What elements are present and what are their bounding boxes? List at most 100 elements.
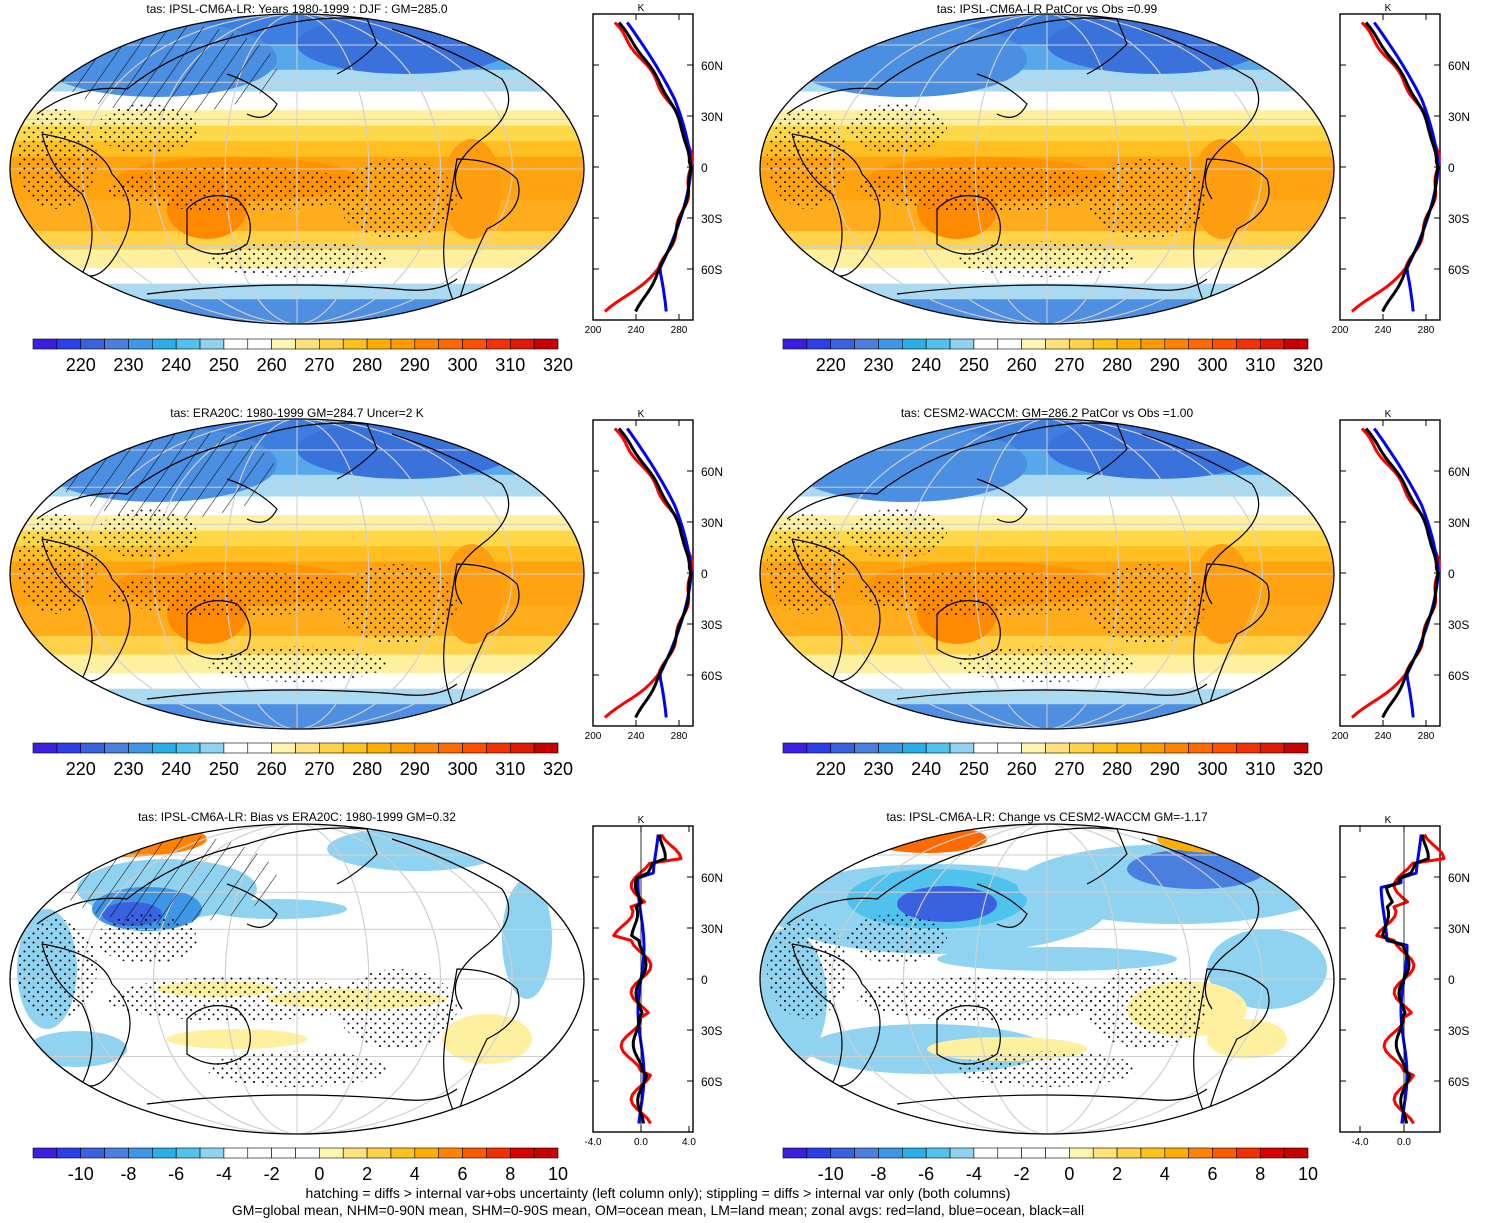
colorbar-swatch (224, 1148, 248, 1158)
colorbar-label: 310 (495, 355, 525, 375)
colorbar-swatch (296, 743, 320, 753)
latitude-label: 30S (701, 618, 722, 632)
latitude-label: 30N (701, 516, 723, 530)
colorbar-swatch (1165, 743, 1189, 753)
colorbar-swatch (926, 339, 950, 349)
colorbar-swatch (1117, 339, 1141, 349)
colorbar-label: 220 (66, 759, 96, 779)
colorbar-label: 0 (314, 1164, 324, 1184)
colorbar-swatch (998, 1148, 1022, 1158)
colorbar-swatch (1260, 1148, 1284, 1158)
map-title-5: tas: IPSL-CM6A-LR: Bias vs ERA20C: 1980-… (138, 810, 456, 824)
footer-note-hatching: hatching = diffs > internal var+obs unce… (0, 1185, 1316, 1201)
colorbar-label: 8 (505, 1164, 515, 1184)
colorbar-swatch (176, 743, 200, 753)
colorbar-swatch (105, 743, 129, 753)
map-panel-1 (10, 14, 584, 325)
colorbar-swatch (486, 743, 510, 753)
zonal-x-tick: 200 (585, 325, 602, 336)
colorbar-label: 280 (352, 759, 382, 779)
latitude-label: 60S (1448, 669, 1469, 683)
latitude-label: 30S (701, 212, 722, 226)
colorbar-swatch (319, 1148, 343, 1158)
latitude-label: 60S (701, 669, 722, 683)
latitude-label: 60N (701, 59, 723, 73)
colorbar-swatch (33, 1148, 57, 1158)
colorbar-label: 220 (816, 355, 846, 375)
colorbar-swatch (391, 743, 415, 753)
colorbar-swatch (855, 743, 879, 753)
latitude-label: 30S (1448, 618, 1469, 632)
colorbar-label: -2 (264, 1164, 280, 1184)
colorbar-swatch (272, 1148, 296, 1158)
colorbar-label: -4 (216, 1164, 232, 1184)
colorbar-swatch (463, 339, 487, 349)
colorbar-label: -2 (1014, 1164, 1030, 1184)
map-panel-3 (10, 419, 584, 730)
zonal-x-tick: 0.0 (634, 1137, 648, 1148)
colorbar-swatch (1236, 339, 1260, 349)
colorbar-swatch (831, 339, 855, 349)
latitude-label: 60N (701, 465, 723, 479)
colorbar-swatch (1141, 339, 1165, 349)
map-title-2: tas: IPSL-CM6A-LR PatCor vs Obs =0.99 (937, 2, 1157, 16)
colorbar-label: 280 (1102, 759, 1132, 779)
unit-label: K (638, 815, 645, 826)
latitude-label: 0 (701, 973, 708, 987)
colorbar-swatch (105, 1148, 129, 1158)
unit-label: K (1385, 3, 1392, 14)
colorbar-swatch (391, 1148, 415, 1158)
colorbar-swatch (343, 1148, 367, 1158)
colorbar-swatch (105, 339, 129, 349)
colorbar-swatch (974, 1148, 998, 1158)
colorbar-swatch (878, 743, 902, 753)
footer-note-legend: GM=global mean, NHM=0-90N mean, SHM=0-90… (0, 1202, 1316, 1218)
latitude-label: 60N (701, 871, 723, 885)
map-title-1: tas: IPSL-CM6A-LR: Years 1980-1999 : DJF… (146, 2, 447, 16)
colorbar-swatch (176, 339, 200, 349)
colorbar-label: 250 (209, 759, 239, 779)
colorbar-swatch (81, 339, 105, 349)
colorbar-swatch (1117, 1148, 1141, 1158)
colorbar-swatch (415, 743, 439, 753)
colorbar-label: 290 (1150, 355, 1180, 375)
zonal-line-land (1377, 835, 1444, 1124)
colorbar-swatch (486, 339, 510, 349)
colorbar-swatch (1069, 1148, 1093, 1158)
colorbar-label: 290 (400, 355, 430, 375)
colorbar-swatch (200, 743, 224, 753)
zonal-x-tick: 240 (1375, 731, 1392, 742)
colorbar-swatch (1213, 339, 1237, 349)
colorbar-swatch (439, 743, 463, 753)
latitude-label: 60N (1448, 465, 1470, 479)
colorbar-swatch (1046, 743, 1070, 753)
colorbar-swatch (807, 743, 831, 753)
colorbar-swatch (272, 339, 296, 349)
colorbar-swatch (367, 743, 391, 753)
zonal-x-tick: 200 (1332, 731, 1349, 742)
colorbar-label: 320 (543, 759, 573, 779)
colorbar-label: 310 (1245, 759, 1275, 779)
colorbar-swatch (439, 339, 463, 349)
colorbar-swatch (367, 1148, 391, 1158)
colorbar-label: 4 (410, 1164, 420, 1184)
colorbar-swatch (439, 1148, 463, 1158)
latitude-label: 0 (701, 161, 708, 175)
colorbar-label: 4 (1160, 1164, 1170, 1184)
colorbar-swatch (33, 339, 57, 349)
colorbar-label: 270 (304, 759, 334, 779)
colorbar-swatch (783, 1148, 807, 1158)
colorbar-swatch (831, 743, 855, 753)
colorbar-swatch (1117, 743, 1141, 753)
colorbar-label: 250 (959, 759, 989, 779)
colorbar-swatch (807, 339, 831, 349)
colorbar-swatch (296, 339, 320, 349)
